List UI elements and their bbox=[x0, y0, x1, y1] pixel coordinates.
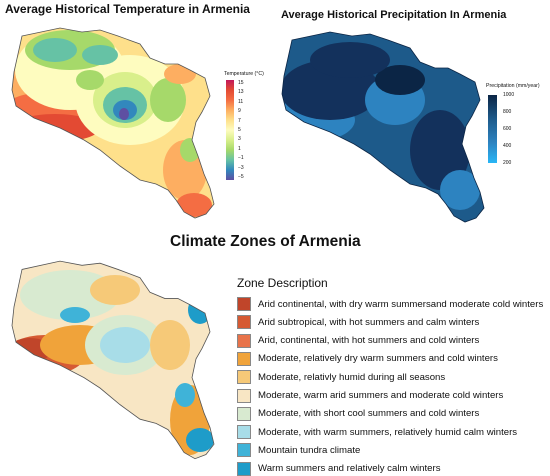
zone-legend-item: Arid, continental, with hot summers and … bbox=[237, 333, 480, 348]
zone-legend-title: Zone Description bbox=[237, 276, 328, 290]
temperature-tick-label: 15 bbox=[238, 80, 244, 86]
zone-color-swatch bbox=[237, 388, 251, 403]
maps-canvas bbox=[11, 27, 497, 460]
zone-color-swatch bbox=[237, 461, 251, 476]
temperature-legend-title: Temperature (°C) bbox=[224, 71, 264, 77]
temperature-map-title: Average Historical Temperature in Armeni… bbox=[5, 2, 250, 16]
precipitation-tick-label: 800 bbox=[503, 109, 512, 115]
zone-legend-item: Arid subtropical, with hot summers and c… bbox=[237, 315, 480, 330]
zone-legend-item: Moderate, relativly humid during all sea… bbox=[237, 370, 446, 385]
zone-label: Moderate, relatively dry warm summers an… bbox=[258, 353, 498, 365]
temperature-tick-label: 1 bbox=[238, 145, 241, 152]
zone-color-swatch bbox=[237, 315, 251, 330]
precipitation-map-title: Average Historical Precipitation In Arme… bbox=[281, 9, 507, 21]
precipitation-tick-label: 200 bbox=[503, 160, 512, 166]
zone-legend-item: Moderate, with warm summers, relatively … bbox=[237, 425, 518, 440]
zone-legend-item: Mountain tundra climate bbox=[237, 443, 361, 458]
zone-label: Arid subtropical, with hot summers and c… bbox=[258, 316, 480, 328]
climate-zones-title: Climate Zones of Armenia bbox=[170, 233, 361, 250]
temperature-tick-label: 5 bbox=[238, 127, 241, 133]
climate-zones-map bbox=[11, 260, 215, 460]
temperature-tick-label: 7 bbox=[238, 117, 241, 124]
zone-color-swatch bbox=[237, 351, 251, 366]
zone-legend-item: Warm summers and relatively calm winters bbox=[237, 461, 441, 476]
temperature-tick-label: 3 bbox=[238, 136, 241, 143]
zone-color-swatch bbox=[237, 406, 251, 421]
zone-label: Moderate, relativly humid during all sea… bbox=[258, 371, 446, 383]
zone-label: Arid, continental, with hot summers and … bbox=[258, 335, 480, 347]
zone-label: Moderate, with short cool summers and co… bbox=[258, 408, 480, 420]
temperature-tick-label: −5 bbox=[238, 174, 244, 180]
zone-legend-item: Moderate, warm arid summers and moderate… bbox=[237, 388, 504, 403]
temperature-tick-label: 9 bbox=[238, 108, 241, 115]
temperature-tick-label: −3 bbox=[238, 164, 244, 171]
temperature-tick-label: 11 bbox=[238, 98, 244, 105]
precipitation-legend-title: Precipitation (mm/year) bbox=[486, 83, 540, 89]
zone-color-swatch bbox=[237, 297, 251, 311]
temperature-colorbar bbox=[226, 80, 234, 180]
zone-legend-item: Moderate, relatively dry warm summers an… bbox=[237, 351, 498, 366]
zone-color-swatch bbox=[237, 425, 251, 440]
zone-label: Moderate, warm arid summers and moderate… bbox=[258, 390, 504, 401]
zone-color-swatch bbox=[237, 443, 251, 458]
temperature-tick-label: −1 bbox=[238, 155, 244, 162]
precipitation-tick-label: 600 bbox=[503, 126, 512, 132]
precipitation-colorbar bbox=[488, 95, 497, 163]
zone-legend-item: Moderate, with short cool summers and co… bbox=[237, 406, 480, 421]
precipitation-map bbox=[281, 31, 485, 223]
zone-label: Warm summers and relatively calm winters bbox=[258, 463, 441, 475]
temperature-tick-label: 13 bbox=[238, 89, 244, 96]
zone-color-swatch bbox=[237, 333, 251, 348]
zone-label: Mountain tundra climate bbox=[258, 444, 361, 456]
temperature-map bbox=[11, 27, 215, 219]
zone-label: Moderate, with warm summers, relatively … bbox=[258, 426, 518, 438]
zone-color-swatch bbox=[237, 370, 251, 385]
precipitation-tick-label: 400 bbox=[503, 143, 512, 149]
precipitation-tick-label: 1000 bbox=[503, 92, 515, 98]
zone-legend-item: Arid continental, with dry warm summersa… bbox=[237, 297, 543, 311]
zone-label: Arid continental, with dry warm summersa… bbox=[258, 298, 544, 310]
